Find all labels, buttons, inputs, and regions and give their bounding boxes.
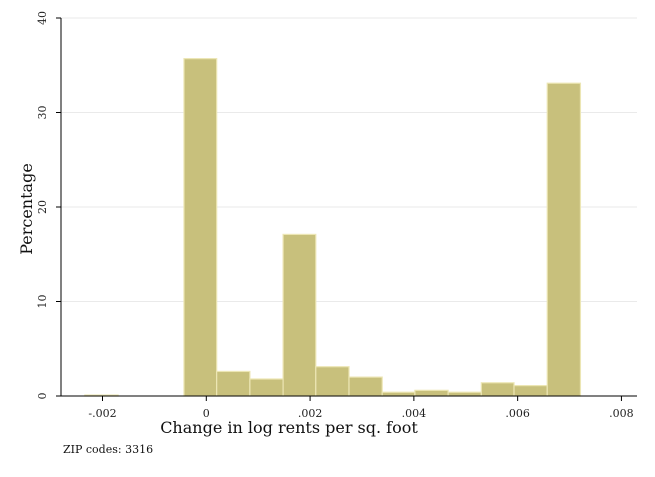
histogram-bar-6 <box>282 233 317 397</box>
x-tick-label: -.002 <box>88 407 116 420</box>
y-axis-title: Percentage <box>17 163 36 255</box>
x-tick-label: .002 <box>298 407 323 420</box>
histogram-bar-11 <box>447 391 482 397</box>
y-tick-label: 0 <box>36 393 49 400</box>
x-axis-ticks: -.002 0 .002 .004 .006 .008 <box>88 396 634 420</box>
footnote-zip-count: ZIP codes: 3316 <box>63 443 153 456</box>
y-tick-label: 30 <box>36 106 49 120</box>
histogram-bar-14 <box>546 82 582 397</box>
y-tick-label: 10 <box>36 295 49 309</box>
histogram-bar-12 <box>480 382 515 397</box>
y-tick-label: 20 <box>36 200 49 214</box>
y-axis-ticks: 0 10 20 30 40 <box>36 11 61 400</box>
histogram-bar-4 <box>216 370 251 397</box>
y-tick-label: 40 <box>36 11 49 25</box>
x-axis-title: Change in log rents per sq. foot <box>160 418 418 437</box>
histogram-bar-5 <box>249 378 284 397</box>
x-tick-label: 0 <box>203 407 210 420</box>
histogram-bar-8 <box>348 376 383 397</box>
histogram-bar-13 <box>513 385 548 397</box>
histogram-bar-10 <box>414 389 449 397</box>
grid-lines <box>61 17 637 302</box>
x-tick-label: .008 <box>609 407 634 420</box>
histogram-bar-3 <box>183 58 218 397</box>
histogram-bars <box>84 58 582 397</box>
histogram-bar-7 <box>315 366 350 397</box>
histogram-bar-9 <box>381 391 416 397</box>
x-tick-label: .004 <box>402 407 427 420</box>
x-tick-label: .006 <box>505 407 530 420</box>
